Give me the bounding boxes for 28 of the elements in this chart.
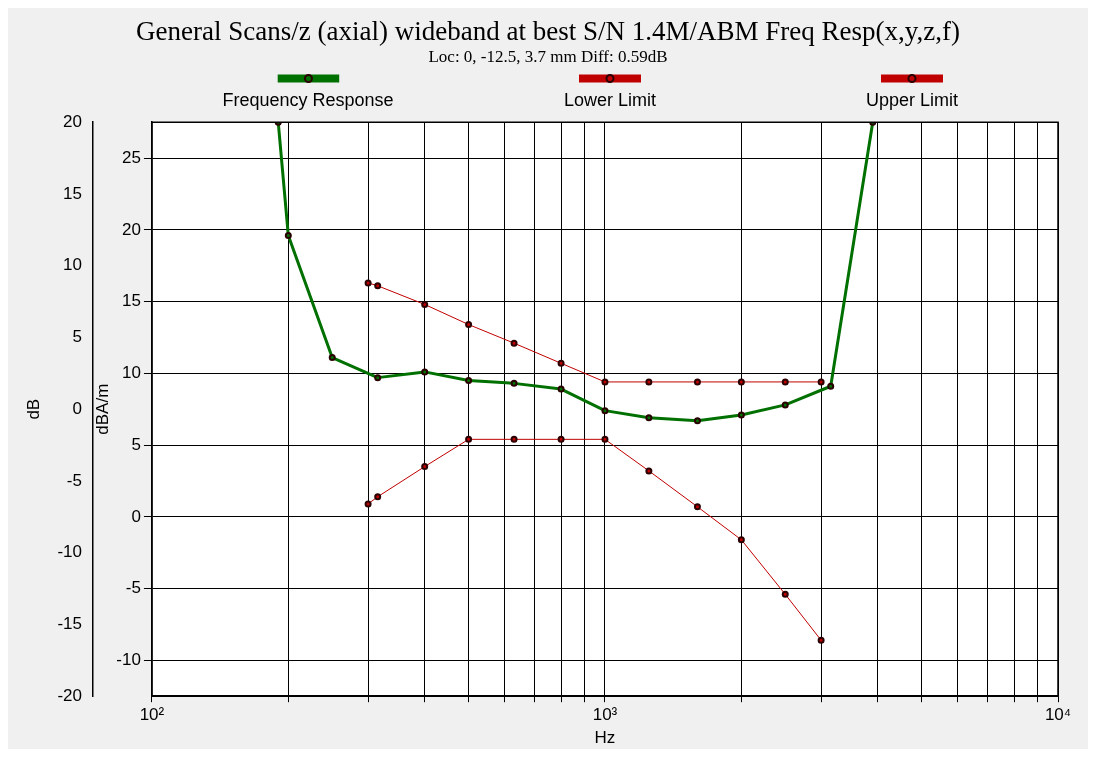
y-tick-label: 20: [122, 219, 141, 239]
x-axis-title: Hz: [594, 728, 616, 748]
y2-tick-label: -5: [66, 470, 82, 490]
y2-tick-label: -10: [57, 542, 82, 562]
legend-label: Frequency Response: [222, 90, 394, 110]
y2-tick-label: 15: [63, 183, 82, 203]
chart-title: General Scans/z (axial) wideband at best S/N 1.4M/ABM Freq Resp(x,y,z,f): [135, 16, 961, 47]
y2-tick-label: 0: [72, 398, 82, 418]
y2-tick-label: 10: [63, 255, 82, 275]
x-tick-label: 10³: [592, 705, 618, 725]
legend-label: Upper Limit: [865, 90, 959, 110]
y-tick-label: 15: [122, 291, 141, 311]
x-tick-label: 10⁴: [1044, 705, 1072, 725]
y2-tick-label: -20: [57, 685, 82, 705]
y-axis-title: dBA/m: [92, 383, 112, 435]
legend-label: Lower Limit: [563, 90, 657, 110]
y2-tick-label: 5: [72, 327, 82, 347]
y-tick-label: 5: [131, 434, 141, 454]
y-tick-label: -10: [116, 650, 141, 670]
y2-axis-title: dB: [23, 398, 43, 420]
chart-subtitle: Loc: 0, -12.5, 3.7 mm Diff: 0.59dB: [427, 47, 669, 67]
y-tick-label: 25: [122, 147, 141, 167]
y-tick-label: 0: [131, 506, 141, 526]
y-tick-label: -5: [125, 578, 141, 598]
y2-tick-label: 20: [63, 111, 82, 131]
y2-tick-label: -15: [57, 614, 82, 634]
y-tick-label: 10: [122, 363, 141, 383]
x-tick-label: 10²: [139, 705, 165, 725]
